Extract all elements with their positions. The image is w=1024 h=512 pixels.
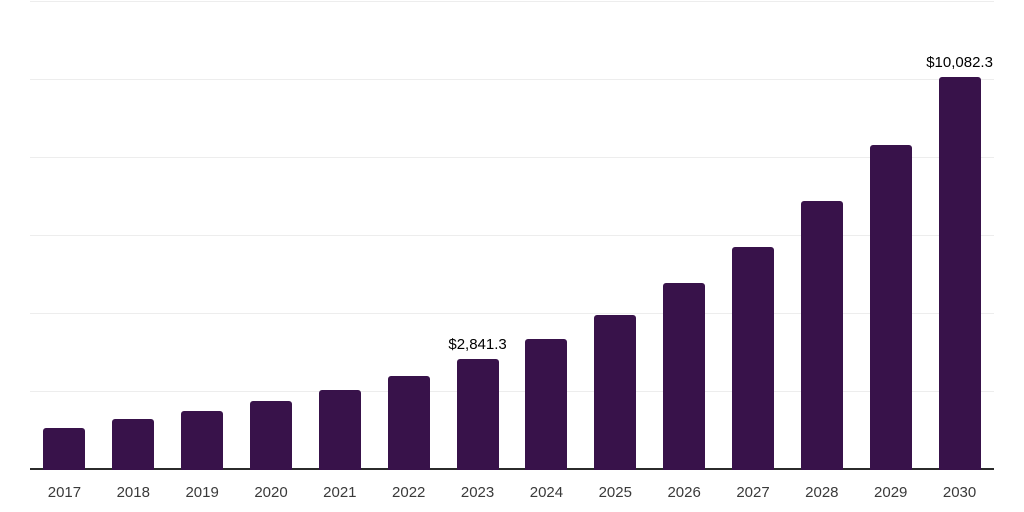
x-tick-2026: 2026 [667, 484, 701, 501]
bar-2029 [869, 144, 912, 470]
x-tick-2023: 2023 [460, 484, 495, 501]
gridline-10000 [30, 79, 994, 80]
x-tick-2029: 2029 [874, 484, 908, 501]
x-tick-2017: 2017 [47, 484, 82, 501]
bar-2030 [938, 76, 981, 470]
data-label-2030: $10,082.3 [926, 53, 993, 71]
x-tick-2027: 2027 [736, 484, 770, 501]
x-tick-2025: 2025 [598, 484, 632, 501]
bar-2023 [456, 359, 499, 470]
bar-2028 [800, 201, 843, 470]
gridline-12000 [30, 1, 994, 2]
plot-area: $2,841.3 $10,082.3 [30, 1, 994, 470]
bar-2025 [594, 314, 637, 470]
bar-2024 [525, 338, 568, 470]
x-tick-2022: 2022 [392, 484, 426, 501]
x-tick-2020: 2020 [254, 484, 288, 501]
x-tick-2018: 2018 [116, 484, 150, 501]
gridline-8000 [30, 157, 994, 158]
bar-2018 [112, 419, 155, 470]
bar-2020 [250, 401, 292, 470]
gridline-2000 [30, 391, 994, 392]
x-tick-2030: 2030 [942, 484, 977, 501]
bar-2027 [732, 246, 774, 470]
bar-2019 [181, 410, 224, 470]
gridline-4000 [30, 313, 994, 314]
x-tick-2024: 2024 [529, 484, 564, 501]
bar-2026 [663, 283, 706, 470]
bar-2017 [43, 427, 86, 470]
x-axis-line [30, 468, 994, 470]
data-label-2023: $2,841.3 [448, 336, 507, 354]
x-tick-2028: 2028 [805, 484, 839, 501]
bar-2022 [387, 376, 430, 470]
x-tick-2019: 2019 [185, 484, 219, 501]
x-tick-2021: 2021 [323, 484, 357, 501]
bar-2021 [318, 389, 361, 470]
gridline-6000 [30, 235, 994, 236]
